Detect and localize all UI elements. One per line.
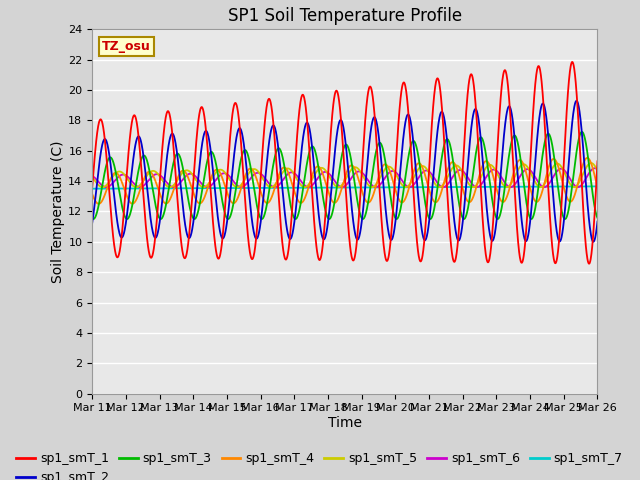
sp1_smT_6 xyxy=(579,180,587,186)
sp1_smT_6 xyxy=(88,173,96,179)
sp1_smT_5 xyxy=(587,160,595,166)
sp1_smT_6 xyxy=(321,169,328,175)
Line: sp1_smT_2: sp1_smT_2 xyxy=(92,101,598,242)
sp1_smT_4 xyxy=(486,164,494,169)
Line: sp1_smT_3: sp1_smT_3 xyxy=(92,132,598,219)
sp1_smT_2 xyxy=(573,98,580,104)
sp1_smT_7 xyxy=(88,186,96,192)
sp1_smT_6 xyxy=(594,167,602,172)
sp1_smT_7 xyxy=(579,183,587,189)
sp1_smT_1 xyxy=(114,254,122,260)
sp1_smT_2 xyxy=(579,141,587,147)
Line: sp1_smT_5: sp1_smT_5 xyxy=(92,163,598,187)
sp1_smT_1 xyxy=(586,261,593,266)
sp1_smT_3 xyxy=(486,183,494,189)
Legend: sp1_smT_1, sp1_smT_2, sp1_smT_3, sp1_smT_4, sp1_smT_5, sp1_smT_6, sp1_smT_7: sp1_smT_1, sp1_smT_2, sp1_smT_3, sp1_smT… xyxy=(11,447,628,480)
sp1_smT_7 xyxy=(321,185,328,191)
sp1_smT_5 xyxy=(334,184,342,190)
Y-axis label: Soil Temperature (C): Soil Temperature (C) xyxy=(51,140,65,283)
sp1_smT_5 xyxy=(486,162,494,168)
Line: sp1_smT_4: sp1_smT_4 xyxy=(92,158,598,204)
sp1_smT_3 xyxy=(88,216,96,221)
sp1_smT_5 xyxy=(114,169,122,175)
sp1_smT_6 xyxy=(334,182,342,188)
Line: sp1_smT_1: sp1_smT_1 xyxy=(92,62,598,264)
Text: TZ_osu: TZ_osu xyxy=(102,40,151,53)
sp1_smT_6 xyxy=(136,184,144,190)
sp1_smT_4 xyxy=(88,191,96,197)
sp1_smT_7 xyxy=(486,184,494,190)
sp1_smT_7 xyxy=(579,183,586,189)
sp1_smT_2 xyxy=(88,221,96,227)
sp1_smT_5 xyxy=(579,171,587,177)
sp1_smT_3 xyxy=(594,215,602,221)
sp1_smT_3 xyxy=(321,203,328,208)
sp1_smT_4 xyxy=(579,161,587,167)
sp1_smT_3 xyxy=(579,131,587,136)
sp1_smT_1 xyxy=(88,186,96,192)
sp1_smT_6 xyxy=(579,180,587,186)
sp1_smT_3 xyxy=(579,130,587,136)
sp1_smT_4 xyxy=(95,201,102,207)
sp1_smT_5 xyxy=(579,172,587,178)
sp1_smT_2 xyxy=(334,125,342,131)
sp1_smT_1 xyxy=(321,224,328,230)
sp1_smT_1 xyxy=(579,204,587,210)
sp1_smT_5 xyxy=(594,168,602,174)
sp1_smT_2 xyxy=(579,144,587,150)
sp1_smT_1 xyxy=(594,158,602,164)
sp1_smT_1 xyxy=(486,252,494,258)
Line: sp1_smT_7: sp1_smT_7 xyxy=(92,186,598,189)
sp1_smT_2 xyxy=(589,239,597,245)
X-axis label: Time: Time xyxy=(328,416,362,430)
sp1_smT_3 xyxy=(114,181,122,187)
sp1_smT_2 xyxy=(114,223,122,228)
sp1_smT_2 xyxy=(321,236,328,242)
sp1_smT_7 xyxy=(334,185,342,191)
sp1_smT_6 xyxy=(486,168,494,174)
sp1_smT_4 xyxy=(321,177,328,182)
sp1_smT_4 xyxy=(584,155,591,161)
sp1_smT_1 xyxy=(334,91,342,96)
sp1_smT_3 xyxy=(578,129,586,135)
sp1_smT_2 xyxy=(486,232,494,238)
sp1_smT_5 xyxy=(88,174,96,180)
sp1_smT_4 xyxy=(115,171,122,177)
sp1_smT_6 xyxy=(591,165,598,171)
sp1_smT_3 xyxy=(359,216,367,222)
sp1_smT_1 xyxy=(579,199,587,205)
sp1_smT_4 xyxy=(579,162,587,168)
sp1_smT_3 xyxy=(334,178,342,183)
sp1_smT_1 xyxy=(568,59,576,65)
sp1_smT_5 xyxy=(234,184,241,190)
sp1_smT_2 xyxy=(594,219,602,225)
sp1_smT_7 xyxy=(114,186,122,192)
sp1_smT_6 xyxy=(114,174,122,180)
Line: sp1_smT_6: sp1_smT_6 xyxy=(92,168,598,187)
sp1_smT_4 xyxy=(594,184,602,190)
sp1_smT_5 xyxy=(321,167,328,172)
sp1_smT_4 xyxy=(334,196,342,202)
Title: SP1 Soil Temperature Profile: SP1 Soil Temperature Profile xyxy=(228,7,462,25)
sp1_smT_7 xyxy=(594,183,602,189)
